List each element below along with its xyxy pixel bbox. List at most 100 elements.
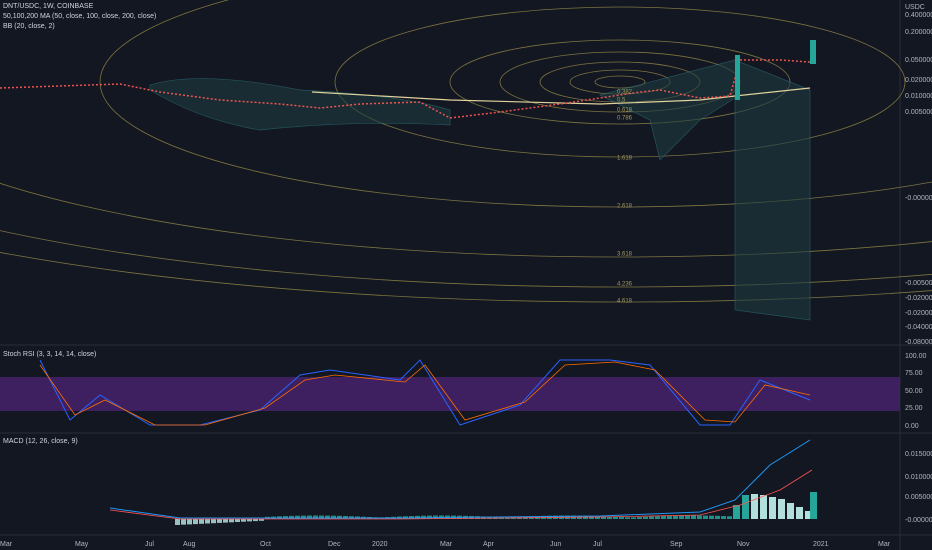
histogram-bar [769,497,776,519]
histogram-bar [685,515,690,519]
histogram-bar [810,492,817,519]
price-label: 0.050000 [905,57,932,64]
signal-line [109,469,813,520]
ma-label: 50,100,200 MA (50, close, 100, close, 20… [3,13,156,20]
histogram-bar [325,515,330,519]
time-label: Mar [878,541,891,548]
histogram-bar [253,519,258,522]
histogram-bar [175,519,180,525]
time-label: Jul [593,541,602,548]
histogram-bar [193,519,198,525]
time-label: Apr [483,541,495,548]
histogram-bar [709,515,714,519]
histogram-bar [760,495,767,519]
price-label: -0.040000 [905,324,932,331]
histogram-bar [751,494,758,519]
histogram-bar [697,515,702,519]
stoch-label: 0.00 [905,423,919,430]
candle [735,55,740,100]
histogram-bar [679,515,684,519]
stoch-label: 50.00 [905,388,923,395]
histogram-bar [649,516,654,519]
histogram-bar [643,516,648,519]
time-label: 2021 [813,541,829,548]
price-label: -0.020000 [905,295,932,302]
time-label: 2020 [372,541,388,548]
fib-label: 0.382 [617,90,633,96]
histogram-bar [778,499,785,519]
stoch-d [39,361,811,426]
stoch-band [0,377,900,411]
moving-average [311,87,811,105]
histogram-bar [595,516,600,519]
histogram-bar [223,519,228,523]
histogram-bar [217,519,222,523]
stoch-label: 100.00 [905,353,927,360]
macd-label: 0.010000 [905,474,932,481]
histogram-bar [619,517,624,519]
time-label: Dec [328,541,341,548]
histogram-bar [205,519,210,524]
price-label: -0.020000 [905,310,932,317]
histogram-bar [607,516,612,519]
histogram-bar [313,515,318,519]
histogram-bar [241,519,246,522]
fib-label: 4.618 [617,299,633,305]
price-label: 0.005000 [905,109,932,116]
histogram-bar [733,505,740,519]
histogram-bar [337,515,342,519]
histogram-bar [307,515,312,519]
stoch-title: Stoch RSI (3, 3, 14, 14, close) [3,351,96,358]
histogram-bar [805,511,812,519]
histogram-bar [667,515,672,519]
fib-label: 2.618 [617,204,633,210]
histogram-bar [637,517,642,519]
histogram-bar [187,519,192,525]
symbol: DNT/USDC, 1W, COINBASE [3,3,94,10]
histogram-bar [235,519,240,522]
histogram-bar [631,517,636,519]
histogram-bar [181,519,186,525]
histogram-bar [343,515,348,519]
currency: USDC [905,4,925,11]
histogram-bar [625,517,630,519]
time-label: Mar [0,541,13,548]
histogram-bar [331,515,336,519]
time-label: Nov [737,541,750,548]
price-label: 0.400000 [905,12,932,19]
histogram-bar [289,515,294,519]
histogram-bar [721,516,726,519]
macd-line [109,439,811,519]
histogram-bar [247,519,252,522]
histogram-bar [301,515,306,519]
histogram-bar [787,503,794,519]
fib-label: 0.786 [617,116,633,122]
fib-label: 0.5 [617,98,626,104]
time-label: Sep [670,541,683,548]
histogram-bar [295,515,300,519]
time-label: Oct [260,541,271,548]
histogram-bar [703,515,708,519]
stoch-label: 75.00 [905,370,923,377]
histogram-bar [481,516,486,519]
fib-label: 3.618 [617,252,633,258]
price-label: 0.020000 [905,77,932,84]
fib-label: 4.236 [617,282,633,288]
bb-label: BB (20, close, 2) [3,23,55,30]
price-label: 0.200000 [905,29,932,36]
price-path [0,41,816,119]
time-label: May [75,541,89,548]
price-label: 0.010000 [905,93,932,100]
fib-label: 0.618 [617,108,633,114]
histogram-bar [211,519,216,524]
macd-label: 0.005000 [905,494,932,501]
price-label: -0.005000 [905,280,932,287]
histogram-bar [601,516,606,519]
time-label: Aug [183,541,196,548]
histogram-bar [691,515,696,519]
histogram-bar [655,516,660,519]
